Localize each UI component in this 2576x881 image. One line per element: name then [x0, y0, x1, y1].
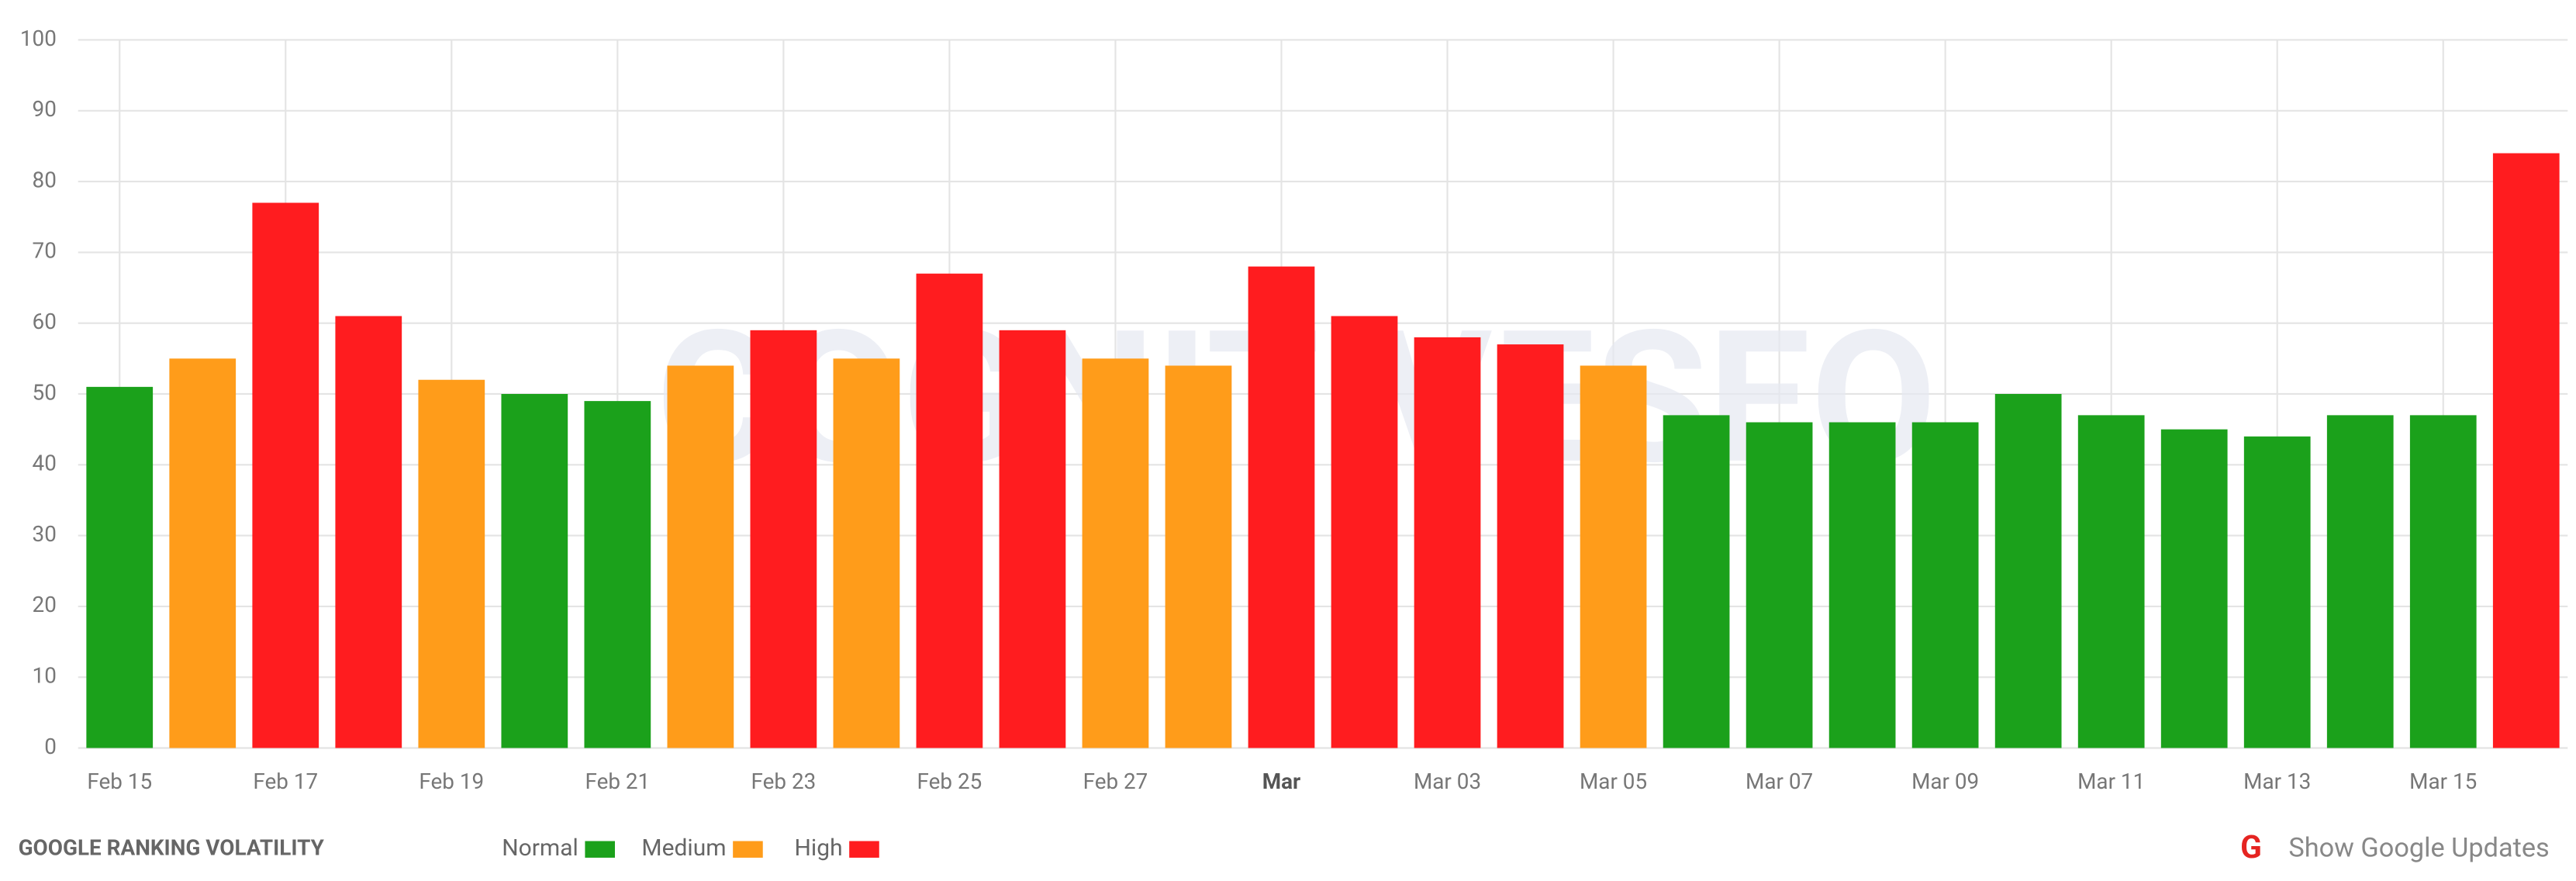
bar [1331, 316, 1398, 748]
bar [2243, 436, 2311, 748]
bar [1082, 358, 1149, 748]
legend-swatch [733, 841, 763, 858]
y-tick-label: 60 [33, 309, 57, 334]
x-tick-label: Feb 27 [1083, 769, 1148, 794]
bar [335, 316, 402, 748]
bar [2326, 415, 2394, 748]
y-tick-label: 20 [33, 592, 57, 617]
bar [667, 365, 734, 748]
x-tick-label: Feb 21 [585, 769, 650, 794]
x-tick-label: Feb 25 [917, 769, 982, 794]
x-tick-label: Mar 11 [2077, 769, 2145, 794]
bar [2077, 415, 2145, 748]
bar [999, 330, 1066, 748]
bar [750, 330, 817, 748]
bar [418, 379, 485, 748]
bar [1994, 393, 2062, 748]
google-updates-button[interactable]: G Show Google Updates [2240, 828, 2550, 865]
bar [916, 273, 983, 748]
bar [86, 386, 154, 748]
bar [252, 202, 319, 748]
google-icon: G [2240, 828, 2262, 865]
bar [584, 401, 651, 748]
x-tick-label: Feb 23 [751, 769, 817, 794]
bar [1911, 422, 1979, 748]
x-tick-label: Mar [1262, 769, 1301, 794]
legend-label: High [795, 834, 843, 862]
bar [1497, 344, 1564, 748]
legend-label: Normal [502, 834, 578, 862]
x-tick-label: Feb 17 [253, 769, 318, 794]
x-tick-label: Mar 05 [1580, 769, 1647, 794]
x-tick-label: Mar 03 [1414, 769, 1481, 794]
chart-title: GOOGLE RANKING VOLATILITY [19, 835, 325, 861]
y-tick-label: 30 [33, 521, 57, 547]
legend-label: Medium [641, 834, 726, 862]
bar [1663, 415, 1730, 748]
bar [833, 358, 900, 748]
bar [169, 358, 237, 748]
bar [1828, 422, 1896, 748]
bar [1165, 365, 1232, 748]
x-tick-label: Feb 15 [87, 769, 152, 794]
legend-swatch [849, 841, 879, 858]
bar [2492, 153, 2560, 748]
x-tick-label: Mar 09 [1911, 769, 1979, 794]
bar [1746, 422, 1813, 748]
y-tick-label: 10 [33, 663, 57, 689]
bar [1248, 266, 1315, 748]
y-tick-label: 50 [33, 379, 57, 405]
bar [2160, 429, 2228, 748]
x-tick-label: Mar 15 [2409, 769, 2477, 794]
x-tick-label: Mar 13 [2243, 769, 2311, 794]
x-tick-label: Mar 07 [1746, 769, 1813, 794]
y-tick-label: 100 [20, 26, 57, 51]
y-tick-label: 70 [33, 238, 57, 264]
bar [1414, 337, 1481, 748]
y-tick-label: 90 [33, 96, 57, 122]
button-label[interactable]: Show Google Updates [2288, 832, 2549, 863]
y-tick-label: 80 [33, 167, 57, 192]
bar [501, 393, 568, 748]
bar [2409, 415, 2477, 748]
x-tick-label: Feb 19 [419, 769, 484, 794]
y-tick-label: 40 [33, 451, 57, 476]
legend-swatch [585, 841, 615, 858]
y-tick-label: 0 [44, 734, 57, 759]
bar [1580, 365, 1647, 748]
